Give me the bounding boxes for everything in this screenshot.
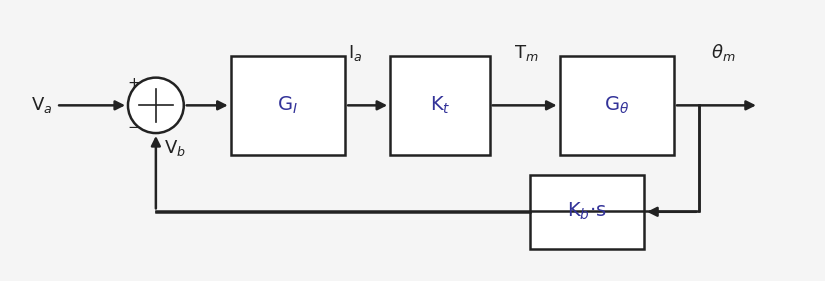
Text: G$_\theta$: G$_\theta$ bbox=[604, 95, 629, 116]
Bar bbox=[231, 56, 345, 155]
Bar bbox=[530, 175, 644, 249]
Text: T$_m$: T$_m$ bbox=[514, 43, 539, 63]
Text: K$_t$: K$_t$ bbox=[430, 95, 450, 116]
Text: G$_I$: G$_I$ bbox=[277, 95, 299, 116]
Text: I$_a$: I$_a$ bbox=[348, 43, 362, 63]
Bar bbox=[559, 56, 674, 155]
Text: V$_b$: V$_b$ bbox=[164, 138, 186, 158]
Text: V$_a$: V$_a$ bbox=[31, 95, 53, 115]
Text: $\theta_m$: $\theta_m$ bbox=[711, 42, 735, 63]
Bar bbox=[390, 56, 490, 155]
Circle shape bbox=[128, 78, 184, 133]
Text: K$_b$·s: K$_b$·s bbox=[567, 201, 606, 223]
Text: +: + bbox=[128, 76, 140, 91]
Text: −: − bbox=[128, 120, 140, 135]
